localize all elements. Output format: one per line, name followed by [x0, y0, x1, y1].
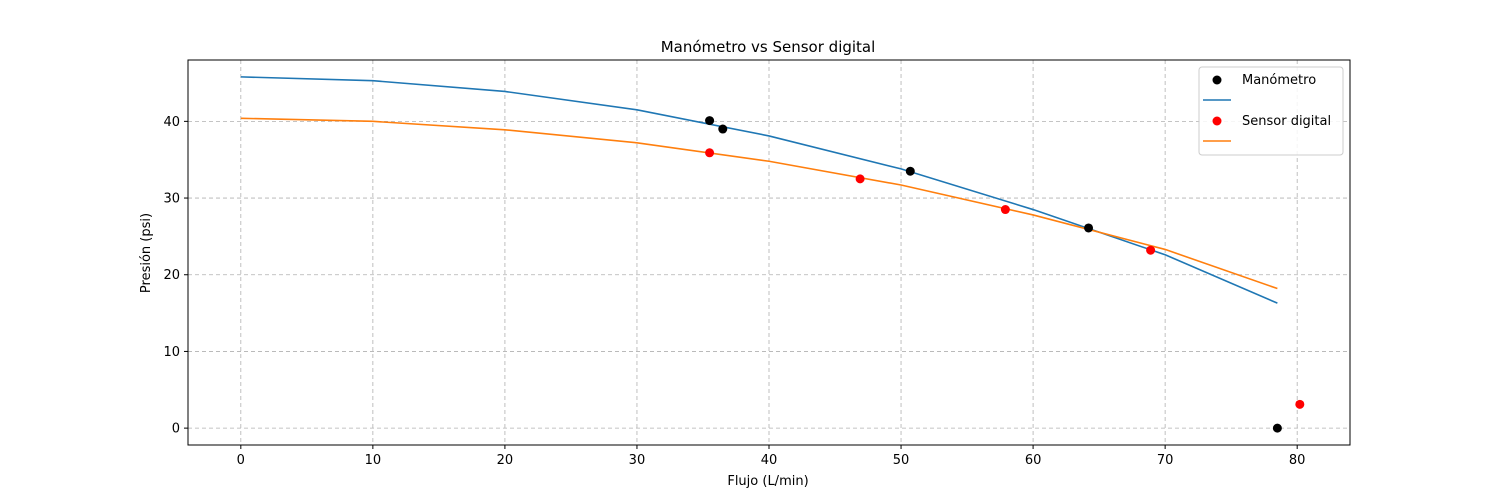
x-tick-label: 30	[629, 453, 646, 468]
y-tick-label: 40	[163, 115, 180, 130]
y-tick-label: 30	[163, 192, 180, 207]
legend-box	[1198, 66, 1344, 156]
series-0-fit-line	[240, 76, 1278, 304]
series-1-data-point	[1000, 205, 1010, 215]
series-0-data-point	[705, 116, 715, 126]
y-tick-label: 0	[172, 422, 180, 437]
series-1-data-point	[855, 174, 865, 184]
series-0-data-point	[1272, 423, 1282, 433]
y-axis-label: Presión (psi)	[139, 213, 154, 293]
legend-marker-0	[1212, 75, 1222, 85]
series-1-data-point	[1295, 399, 1305, 409]
x-tick-label: 80	[1289, 453, 1306, 468]
legend: Manómetro Sensor digital	[1198, 66, 1344, 156]
x-tick-label: 10	[365, 453, 382, 468]
series-0-data-point	[905, 166, 915, 176]
x-axis-label: Flujo (L/min)	[727, 474, 808, 489]
plot-area: 0 10 20 30 40 50 60 70 80 0 10 20 30 40	[163, 59, 1351, 468]
series-0-data-point	[718, 124, 728, 134]
legend-label-1: Sensor digital	[1242, 114, 1331, 129]
series-1-data-point	[705, 148, 715, 158]
x-tick-label: 40	[761, 453, 778, 468]
y-tick-label: 20	[163, 268, 180, 283]
x-tick-label: 50	[893, 453, 910, 468]
series-1-fit-line	[240, 117, 1278, 290]
legend-marker-1	[1212, 116, 1222, 126]
x-tick-label: 20	[497, 453, 514, 468]
y-tick-label: 10	[163, 345, 180, 360]
x-tick-label: 60	[1025, 453, 1042, 468]
x-tick-label: 70	[1157, 453, 1174, 468]
series-0-data-point	[1084, 223, 1094, 233]
x-tick-label: 0	[237, 453, 245, 468]
series-1-data-point	[1146, 245, 1156, 255]
chart-title: Manómetro vs Sensor digital	[661, 38, 876, 56]
legend-label-0: Manómetro	[1242, 73, 1316, 88]
